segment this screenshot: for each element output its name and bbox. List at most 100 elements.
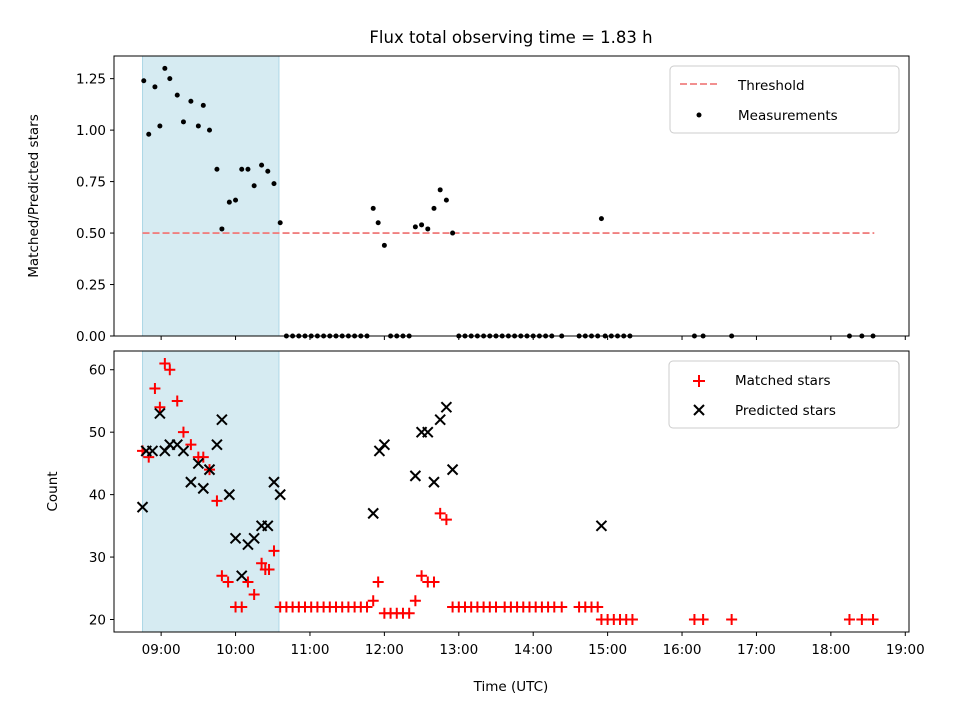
measurement-point [214,166,220,172]
observing-span-bottom [142,350,280,633]
count-plot-frame [113,350,910,633]
measurement-point [174,92,180,98]
matched-star-point [263,564,275,576]
predicted-star-point [409,470,422,482]
matched-star-point [428,576,440,588]
measurement-point [239,166,245,172]
predicted-star-point [146,445,159,457]
matched-star-point [726,614,738,626]
measurement-point [431,205,437,211]
ratio-plot-frame [113,55,910,337]
matched-star-point [361,601,373,613]
measurement-point [381,242,387,248]
measurement-point [443,197,449,203]
predicted-star-point [192,457,205,470]
measurement-point [271,181,277,187]
measurement-point [162,65,168,71]
y-tick-label: 20 [89,613,106,629]
measurement-point [450,230,456,236]
matched-star-point [256,557,268,569]
x-tick-label: 13:00 [439,642,478,658]
predicted-star-point [216,413,228,426]
predicted-star-point [177,445,190,457]
measurement-point [259,162,265,168]
matched-star-point [222,576,234,588]
ratio-legend: Threshold Measurements [669,65,900,134]
matched-star-point [164,364,176,376]
legend-matched-label: Matched stars [735,373,831,389]
y-tick-label: 0.50 [76,226,106,242]
matched-star-point [149,382,161,394]
matched-star-point [440,514,452,526]
figure-title: Flux total observing time = 1.83 h [369,28,652,47]
measurement-point [598,216,604,222]
matched-star-point [236,601,248,613]
matched-stars-series [137,357,879,626]
legend-threshold-label: Threshold [737,78,805,94]
predicted-star-point [367,507,379,520]
measurement-point [152,84,158,90]
legend-measurements-swatch [696,112,702,118]
matched-star-point [197,451,209,463]
measurement-point [277,220,283,226]
predicted-star-point [197,482,210,495]
predicted-star-point [268,476,280,488]
y-tick-label: 0.00 [76,329,106,345]
matched-star-point [409,595,421,607]
matched-star-point [248,589,260,601]
measurement-point [375,220,381,226]
ratio-panel: 0.00 0.25 0.50 0.75 1.00 1.25 Matched/Predict… [26,55,910,345]
matched-star-point [592,601,604,613]
y-tick-label: 0.25 [76,278,106,294]
matched-star-point [216,570,228,582]
predicted-star-point [211,438,223,451]
measurement-point [200,102,206,108]
count-y-axis-label: Count [45,471,61,511]
measurement-point [188,98,194,104]
matched-star-point [159,357,171,369]
y-tick-label: 1.00 [76,123,106,139]
measurement-point [226,199,232,205]
y-tick-label: 40 [89,488,106,504]
predicted-star-point [248,532,260,545]
measurement-point [233,197,239,203]
measurement-point [251,183,257,189]
matched-star-point [403,607,415,619]
predicted-star-point [154,407,166,420]
predicted-star-point [274,488,286,501]
matched-star-point [372,576,384,588]
y-tick-label: 30 [89,550,106,566]
matched-star-point [867,614,879,626]
predicted-star-point [236,570,248,582]
ratio-y-axis-label: Matched/Predicted stars [26,114,42,277]
measurement-point [157,123,163,129]
measurement-point [167,76,173,82]
measurement-point [219,226,225,232]
matched-star-point [171,395,183,407]
predicted-star-point [595,520,608,532]
matched-star-point [367,595,379,607]
predicted-star-point [446,463,459,476]
measurement-point [425,226,431,232]
legend-matched-swatch [693,375,705,387]
predicted-star-point [223,488,236,501]
x-tick-label: 11:00 [291,642,330,658]
x-tick-label: 16:00 [663,642,702,658]
count-x-ticks: 09:00 10:00 11:00 12:00 13:00 14:00 15:00 16:00… [142,632,925,658]
x-tick-label: 17:00 [737,642,776,658]
matched-star-point [843,614,855,626]
measurement-point [412,224,418,230]
matched-star-point [242,576,254,588]
x-tick-label: 18:00 [811,642,850,658]
matched-star-point [856,614,868,626]
ratio-legend-box [669,65,900,134]
x-tick-label: 15:00 [588,642,627,658]
legend-predicted-swatch [693,404,705,416]
measurement-point [265,168,271,174]
matched-star-point [434,507,446,519]
matched-star-point [626,614,638,626]
legend-measurements-label: Measurements [738,108,838,124]
measurement-point [146,131,152,137]
count-legend: Matched stars Predicted stars [668,360,900,429]
